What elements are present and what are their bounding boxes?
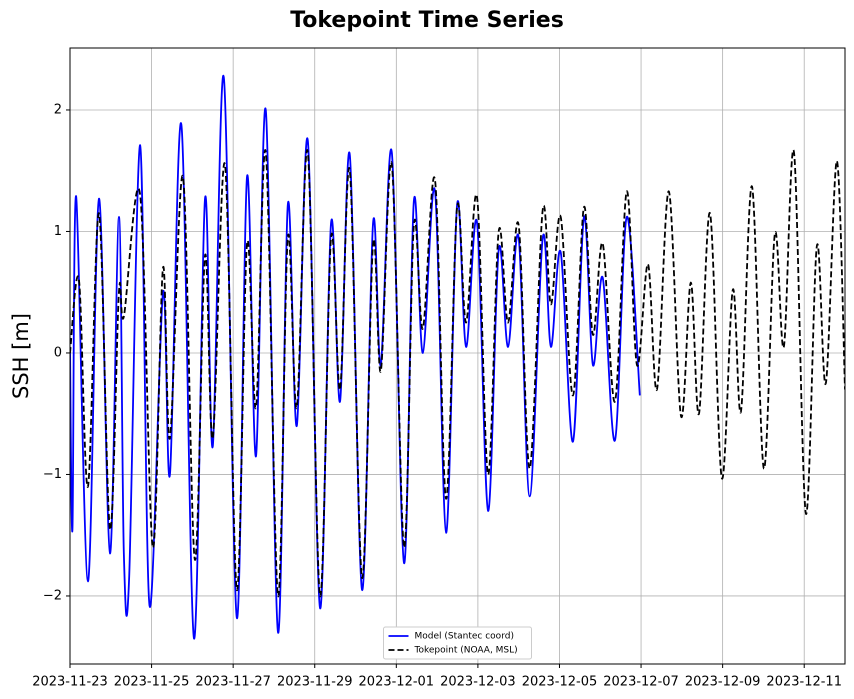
x-tick-label: 2023-11-25 xyxy=(114,675,190,690)
x-tick-label: 2023-11-27 xyxy=(195,675,271,690)
y-axis-label: SSH [m] xyxy=(9,313,33,399)
x-tick-label: 2023-12-01 xyxy=(359,675,435,690)
y-tick-label: −2 xyxy=(43,588,62,603)
x-tick-label: 2023-12-03 xyxy=(440,675,516,690)
y-tick-label: 2 xyxy=(54,102,62,117)
y-tick-label: −1 xyxy=(43,467,62,482)
y-tick-label: 1 xyxy=(54,224,62,239)
x-tick-label: 2023-12-05 xyxy=(522,675,598,690)
x-tick-label: 2023-12-07 xyxy=(603,675,679,690)
legend-box xyxy=(383,626,532,660)
legend-text: Tokepoint (NOAA, MSL) xyxy=(414,646,518,656)
legend-text: Model (Stantec coord) xyxy=(415,632,514,642)
x-tick-label: 2023-12-11 xyxy=(766,675,842,690)
x-tick-label: 2023-12-09 xyxy=(685,675,761,690)
plot-frame xyxy=(69,47,846,665)
x-tick-label: 2023-11-29 xyxy=(277,675,353,690)
series-line xyxy=(70,149,845,597)
chart-title: Tokepoint Time Series xyxy=(290,8,564,33)
x-tick-label: 2023-11-23 xyxy=(32,675,108,690)
y-tick-label: 0 xyxy=(54,345,62,360)
